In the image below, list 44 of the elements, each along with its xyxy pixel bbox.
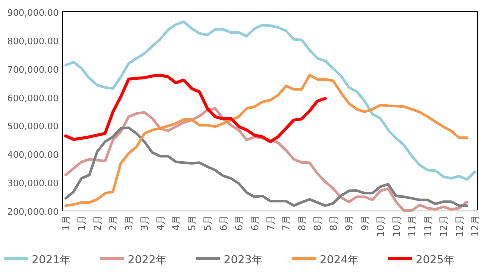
x-tick-label: 2月 [108,215,120,232]
x-tick-label: 6月 [250,215,262,232]
x-tick-label: 5月 [203,215,214,232]
x-tick-label: 1月 [77,215,88,232]
x-tick-label: 10月 [392,215,403,238]
x-tick-label: 3月 [124,215,136,232]
y-tick-label: 900,000.00 [7,9,60,19]
line-series [64,74,468,208]
x-tick-label: 5月 [187,215,198,232]
x-tick-label: 11月 [408,215,419,238]
x-tick-label: 8月 [313,215,324,232]
x-tick-label: 9月 [360,215,372,232]
x-tick-label: 9月 [344,215,356,232]
x-tick-label: 4月 [172,215,183,232]
x-tick-label: 12月 [439,215,450,238]
x-tick-label: 1月 [62,215,72,232]
y-tick-label: 600,000.00 [7,94,60,104]
y-tick-label: 500,000.00 [7,122,60,133]
x-tick-label: 12月 [470,215,482,238]
x-tick-label: 10月 [376,215,388,238]
x-tick-label: 11月 [423,215,434,238]
legend-label: 2022年 [128,254,167,266]
x-tick-label: 8月 [297,215,308,232]
x-tick-label: 6月 [234,215,246,232]
legend-label: 2024年 [320,254,359,266]
x-tick-label: 7月 [266,215,277,232]
legend-label: 2021年 [32,254,71,266]
x-tick-label: 2月 [92,215,104,232]
line-series [64,20,476,182]
y-tick-label: 800,000.00 [7,37,60,48]
x-tick-label: 12月 [454,215,466,238]
x-tick-label: 6月 [218,215,230,232]
legend-label: 2023年 [224,254,263,266]
x-tick-label: 7月 [282,215,293,232]
y-tick-label: 700,000.00 [7,66,60,76]
x-tick-label: 8月 [328,215,340,232]
line-series [64,126,468,208]
x-tick-label: 3月 [140,215,152,232]
x-tick-label: 4月 [156,215,167,232]
legend-label: 2025年 [416,254,455,266]
y-tick-label: 300,000.00 [7,180,60,190]
y-tick-label: 200,000.00 [7,208,60,218]
y-tick-label: 400,000.00 [7,151,60,162]
line-series [64,74,328,144]
